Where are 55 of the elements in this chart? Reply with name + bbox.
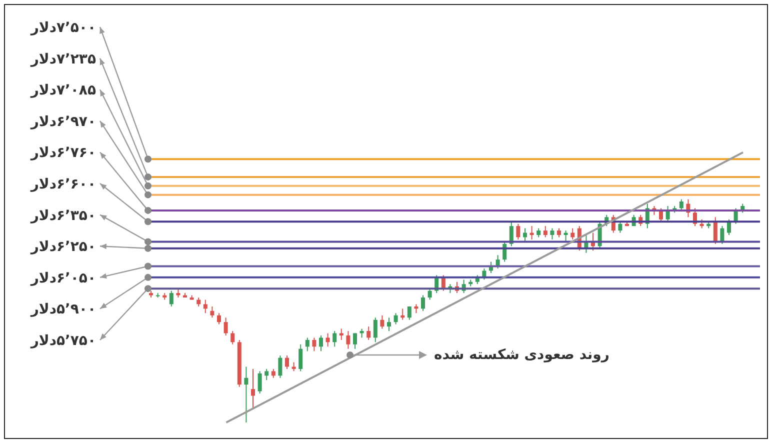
candlestick <box>407 306 412 320</box>
candlestick <box>543 226 548 238</box>
candlestick <box>509 221 514 247</box>
candlestick <box>230 330 235 345</box>
candlestick <box>679 198 684 211</box>
candlestick <box>224 317 228 336</box>
candlestick <box>264 368 269 381</box>
candlestick <box>346 330 350 350</box>
candlestick <box>666 205 670 222</box>
ref-line-label: ۷٬۵۰۰دلار <box>30 20 96 36</box>
candlestick <box>258 370 262 394</box>
candlestick <box>516 223 520 240</box>
candlestick <box>713 216 718 244</box>
candlestick <box>285 355 289 370</box>
candlestick <box>659 208 663 222</box>
ref-line-label: ۶٬۹۷۰دلار <box>30 114 96 130</box>
annotation: روند صعودی شکسته شده <box>434 347 610 363</box>
candlestick <box>523 228 527 242</box>
ref-line-label: ۵٬۷۵۰دلار <box>30 333 96 349</box>
candlestick <box>339 328 344 340</box>
ref-line-label: ۶٬۲۵۰دلار <box>30 239 96 256</box>
candlestick <box>251 368 255 410</box>
candlestick <box>727 218 731 236</box>
candlestick <box>394 312 398 325</box>
ref-line-label: ۷٬۲۳۵دلار <box>30 51 96 68</box>
ref-line-label: ۶٬۳۵۰دلار <box>30 208 96 224</box>
candlestick <box>550 228 554 240</box>
ref-line-label: ۵٬۹۰۰دلار <box>30 302 96 318</box>
candlestick <box>373 317 378 343</box>
candlestick <box>720 226 724 244</box>
candlestick <box>203 299 208 314</box>
candlestick <box>428 288 432 300</box>
candlestick <box>570 228 575 240</box>
candlestick <box>387 317 391 332</box>
candlestick <box>353 332 357 350</box>
candlestick <box>319 334 323 352</box>
candlestick <box>332 330 337 348</box>
candlestick <box>618 221 622 234</box>
candlestick <box>210 306 214 318</box>
candlestick <box>496 254 500 269</box>
candlestick <box>380 314 384 330</box>
candlestick <box>305 337 310 352</box>
candlestick <box>298 344 303 372</box>
ref-line-label: ۶٬۷۶۰دلار <box>30 145 96 162</box>
candlestick <box>312 337 316 352</box>
ref-line-label: ۷٬۰۸۵دلار <box>30 82 96 99</box>
ref-line-label: ۶٬۰۵۰دلار <box>30 270 96 286</box>
candlestick <box>278 355 282 378</box>
ref-line-label: ۶٬۶۰۰دلار <box>30 176 96 192</box>
candlestick <box>244 366 248 424</box>
candlestick <box>217 312 221 325</box>
candlestick <box>366 326 371 340</box>
candlestick <box>326 332 330 348</box>
candlestick <box>169 290 174 307</box>
candlestick <box>421 294 425 312</box>
